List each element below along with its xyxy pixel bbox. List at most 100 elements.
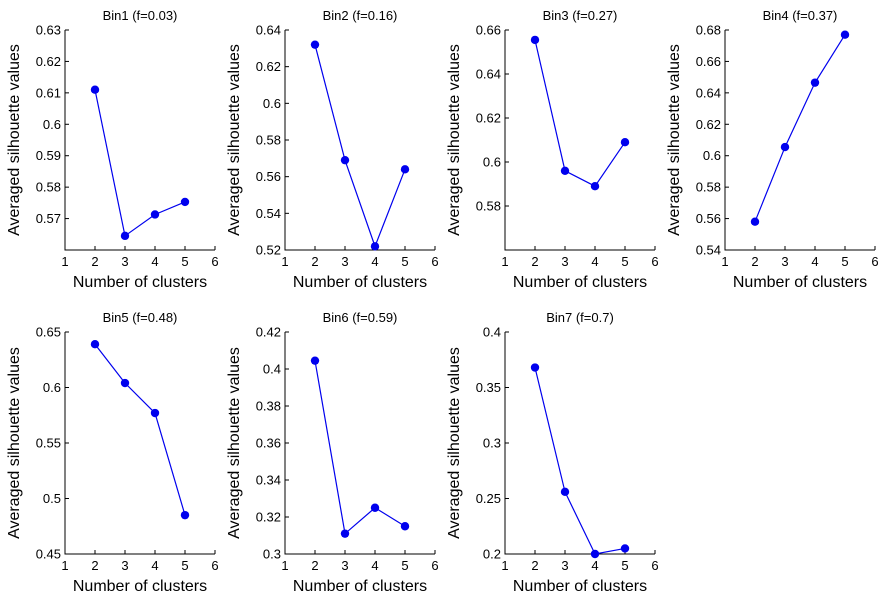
data-point [400,165,410,174]
series-line [94,343,186,516]
data-point [310,40,320,49]
x-tick-label: 3 [781,254,788,269]
y-tick-label: 0.6 [43,380,61,395]
x-tick-label: 5 [401,558,408,573]
y-tick-label: 0.55 [36,436,61,451]
x-tick-label: 5 [181,254,188,269]
y-tick-label: 0.58 [696,180,721,195]
subplot-1: 1 2 3 4 5 6 0.57 0.58 0.59 0.6 0.61 0.62 0.63 Bin1 (f… [6,8,219,291]
chart-title: Bin2 (f=0.16) [323,8,398,23]
axes-frame [64,30,215,251]
y-tick-label: 0.56 [696,211,721,226]
series-line [314,44,406,249]
data-point [590,549,600,559]
y-tick-label: 0.3 [483,436,501,451]
y-tick-label: 0.6 [483,155,501,170]
y-tick-label: 0.3 [263,547,281,562]
y-tick-label: 0.58 [36,180,61,195]
x-tick-label: 6 [651,558,658,573]
data-point [310,356,320,365]
data-point [560,487,570,497]
subplot-4: 1 2 3 4 5 6 0.54 0.56 0.58 0.6 0.62 0.64 0.66 0.68 Bin… [666,8,879,291]
data-point [780,142,790,152]
x-tick-label: 6 [211,558,218,573]
y-tick-label: 0.58 [256,133,281,148]
x-axis-label: Number of clusters [73,578,207,595]
y-axis-label: Averaged silhouette values [446,347,463,539]
x-axis-label: Number of clusters [293,274,427,291]
y-tick-label: 0.4 [483,325,501,340]
subplot-2: 1 2 3 4 5 6 0.52 0.54 0.56 0.58 0.6 0.62 0.64 Bin2 (f… [226,8,439,291]
data-point [370,242,380,251]
y-tick-label: 0.6 [703,148,721,163]
x-tick-label: 1 [281,254,288,269]
x-tick-label: 6 [431,254,438,269]
subplot-7: 1 2 3 4 5 6 0.2 0.25 0.3 0.35 0.4 Bin7 (f=0.7) Numbe… [446,310,659,595]
data-point [340,155,350,165]
y-tick-label: 0.64 [696,85,721,100]
x-axis-label: Number of clusters [73,274,207,291]
y-tick-label: 0.62 [36,54,61,69]
x-tick-label: 5 [181,558,188,573]
x-tick-label: 1 [281,558,288,573]
y-tick-label: 0.35 [476,380,501,395]
y-tick-label: 0.54 [696,243,721,258]
chart-title: Bin3 (f=0.27) [543,8,618,23]
x-tick-label: 2 [751,254,758,269]
data-point [530,35,540,45]
x-tick-label: 4 [151,558,158,573]
data-point [90,340,100,349]
x-tick-label: 3 [121,558,128,573]
data-point [150,408,160,418]
x-tick-label: 3 [561,558,568,573]
y-axis-label: Averaged silhouette values [446,44,463,236]
x-axis-label: Number of clusters [513,274,647,291]
subplot-3: 1 2 3 4 5 6 0.58 0.6 0.62 0.64 0.66 Bin3 (f=0.27) Nu… [446,8,659,291]
x-tick-label: 1 [721,254,728,269]
y-tick-label: 0.52 [256,243,281,258]
y-axis-label: Averaged silhouette values [226,44,243,236]
axes-frame [284,30,435,251]
y-tick-label: 0.5 [43,491,61,506]
y-tick-label: 0.62 [476,111,501,126]
data-point [620,544,630,553]
y-tick-label: 0.59 [36,148,61,163]
y-axis-label: Averaged silhouette values [6,347,23,539]
y-tick-label: 0.45 [36,547,61,562]
x-tick-label: 1 [501,254,508,269]
data-point [590,182,600,191]
x-tick-label: 2 [311,254,318,269]
y-tick-label: 0.57 [36,211,61,226]
axes-frame [724,30,875,251]
x-tick-label: 1 [61,558,68,573]
data-point [120,378,130,388]
data-point [90,85,100,94]
x-tick-label: 2 [531,558,538,573]
y-tick-label: 0.61 [36,85,61,100]
y-tick-label: 0.64 [476,67,501,82]
y-tick-label: 0.2 [483,547,501,562]
data-point [810,78,820,87]
x-tick-label: 4 [371,558,378,573]
x-tick-label: 1 [501,558,508,573]
data-point [180,197,190,207]
x-axis-label: Number of clusters [293,578,427,595]
data-point [560,166,570,175]
x-tick-label: 4 [591,254,598,269]
y-axis-label: Averaged silhouette values [226,347,243,539]
chart-title: Bin4 (f=0.37) [763,8,838,23]
subplot-5: 1 2 3 4 5 6 0.45 0.5 0.55 0.6 0.65 Bin5 (f=0.48) Num… [6,310,219,595]
y-tick-label: 0.66 [476,23,501,38]
y-tick-label: 0.66 [696,54,721,69]
x-tick-label: 6 [871,254,878,269]
x-tick-label: 2 [531,254,538,269]
x-tick-label: 4 [371,254,378,269]
y-tick-label: 0.6 [43,117,61,132]
series-line [754,34,846,222]
x-tick-label: 5 [621,558,628,573]
x-tick-label: 3 [561,254,568,269]
x-tick-label: 1 [61,254,68,269]
y-tick-label: 0.54 [256,206,281,221]
y-tick-label: 0.42 [256,325,281,340]
y-tick-label: 0.58 [476,199,501,214]
